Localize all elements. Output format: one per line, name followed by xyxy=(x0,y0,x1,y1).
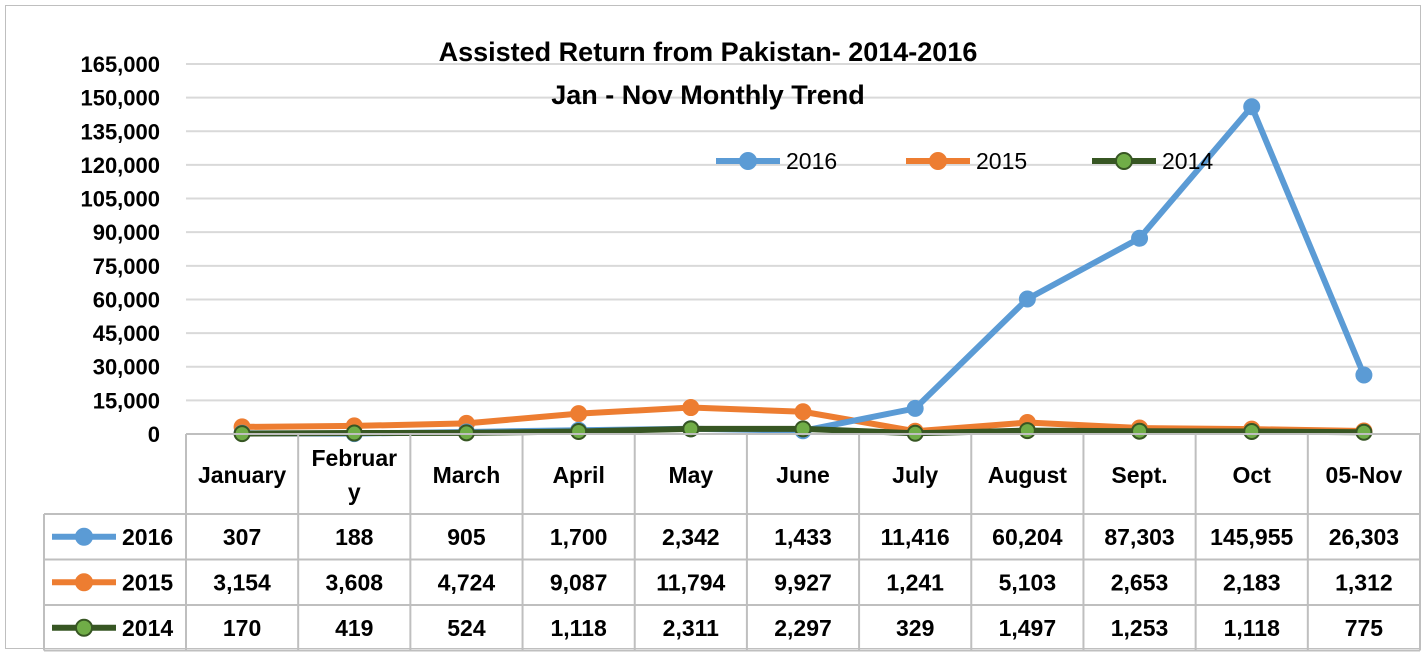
table-cell: 188 xyxy=(335,524,374,550)
table-key-marker-2015 xyxy=(75,573,93,592)
category-label: July xyxy=(892,462,938,488)
category-label: 05-Nov xyxy=(1326,462,1403,488)
y-tick-label: 150,000 xyxy=(80,86,160,111)
table-cell: 1,118 xyxy=(550,615,606,641)
data-point-2016 xyxy=(1355,366,1373,384)
category-label: August xyxy=(988,462,1068,488)
data-point-2015 xyxy=(794,403,812,421)
table-cell: 11,794 xyxy=(656,569,725,595)
table-cell: 4,724 xyxy=(438,569,496,595)
table-cell: 775 xyxy=(1345,615,1384,641)
chart-subtitle: Jan - Nov Monthly Trend xyxy=(551,80,865,110)
legend-marker-2014 xyxy=(1115,152,1133,170)
table-cell: 329 xyxy=(896,615,934,641)
data-point-2016 xyxy=(1243,98,1261,116)
y-tick-label: 15,000 xyxy=(93,388,160,413)
table-cell: 3,608 xyxy=(325,569,383,595)
table-cell: 1,241 xyxy=(886,569,944,595)
legend-label: 2015 xyxy=(976,148,1027,174)
category-label: June xyxy=(776,462,830,488)
table-cell: 1,312 xyxy=(1335,569,1393,595)
table-cell: 170 xyxy=(223,615,261,641)
chart-title: Assisted Return from Pakistan- 2014-2016 xyxy=(439,37,978,67)
table-cell: 2,342 xyxy=(662,524,720,550)
category-label: y xyxy=(348,479,361,505)
y-axis: 0 15,000 30,000 45,000 60,000 75,000 90,000 105… xyxy=(80,52,160,447)
table-cell: 307 xyxy=(223,524,261,550)
y-tick-label: 165,000 xyxy=(80,52,160,77)
table-row-label: 2015 xyxy=(122,569,173,595)
y-tick-label: 120,000 xyxy=(80,153,160,178)
data-table: January Februar y March April May June July Augu… xyxy=(43,433,1421,652)
table-cell: 2,653 xyxy=(1111,569,1169,595)
category-label: April xyxy=(552,462,604,488)
legend-marker-2015 xyxy=(929,152,947,170)
series-lines xyxy=(233,98,1373,443)
table-cell: 145,955 xyxy=(1210,524,1293,550)
table-key-marker-2016 xyxy=(75,527,93,546)
data-point-2016 xyxy=(906,399,924,417)
category-label: Oct xyxy=(1233,462,1272,488)
category-label: March xyxy=(433,462,501,488)
table-row-label: 2014 xyxy=(122,615,173,641)
data-point-2016 xyxy=(1018,290,1036,308)
chart-frame xyxy=(5,5,1421,649)
legend-label: 2014 xyxy=(1162,148,1213,174)
table-cell: 2,297 xyxy=(774,615,832,641)
data-point-2015 xyxy=(682,399,700,417)
table-row-label: 2016 xyxy=(122,524,173,550)
table-cell: 3,154 xyxy=(213,569,271,595)
table-cell: 1,433 xyxy=(774,524,832,550)
y-tick-label: 0 xyxy=(148,422,160,447)
legend: 2016 2015 2014 xyxy=(716,148,1213,174)
data-point-2014 xyxy=(457,424,475,442)
data-point-2015 xyxy=(570,405,588,423)
category-label: Sept. xyxy=(1111,462,1167,488)
category-label: Februar xyxy=(311,445,397,471)
table-cell: 905 xyxy=(447,524,486,550)
y-tick-label: 135,000 xyxy=(80,119,160,144)
table-cell: 2,311 xyxy=(663,615,719,641)
table-cell: 1,700 xyxy=(550,524,608,550)
data-point-2014 xyxy=(1355,423,1373,441)
table-key-marker-2014 xyxy=(75,618,93,637)
data-point-2014 xyxy=(794,420,812,438)
table-cell: 87,303 xyxy=(1104,524,1174,550)
y-tick-label: 45,000 xyxy=(93,321,160,346)
table-cell: 1,118 xyxy=(1224,615,1280,641)
data-point-2014 xyxy=(682,420,700,438)
data-point-2014 xyxy=(1018,422,1036,440)
category-label: January xyxy=(198,462,286,488)
table-cell: 2,183 xyxy=(1223,569,1281,595)
table-cell: 419 xyxy=(335,615,373,641)
category-label: May xyxy=(668,462,713,488)
y-tick-label: 30,000 xyxy=(93,355,160,380)
legend-label: 2016 xyxy=(786,148,837,174)
data-point-2014 xyxy=(1131,422,1149,440)
y-tick-label: 105,000 xyxy=(80,187,160,212)
legend-marker-2016 xyxy=(739,152,757,170)
data-point-2016 xyxy=(1131,229,1149,247)
gridlines xyxy=(186,63,1420,435)
table-cell: 524 xyxy=(447,615,486,641)
table-cell: 9,087 xyxy=(550,569,608,595)
table-cell: 26,303 xyxy=(1329,524,1399,550)
table-cell: 11,416 xyxy=(881,524,950,550)
y-tick-label: 60,000 xyxy=(93,287,160,312)
table-cell: 5,103 xyxy=(999,569,1057,595)
table-cell: 1,253 xyxy=(1111,615,1169,641)
data-point-2014 xyxy=(1243,422,1261,440)
data-point-2014 xyxy=(570,422,588,440)
table-cell: 60,204 xyxy=(992,524,1063,550)
y-tick-label: 90,000 xyxy=(93,220,160,245)
table-cell: 1,497 xyxy=(999,615,1057,641)
table-cell: 9,927 xyxy=(774,569,832,595)
y-tick-label: 75,000 xyxy=(93,254,160,279)
